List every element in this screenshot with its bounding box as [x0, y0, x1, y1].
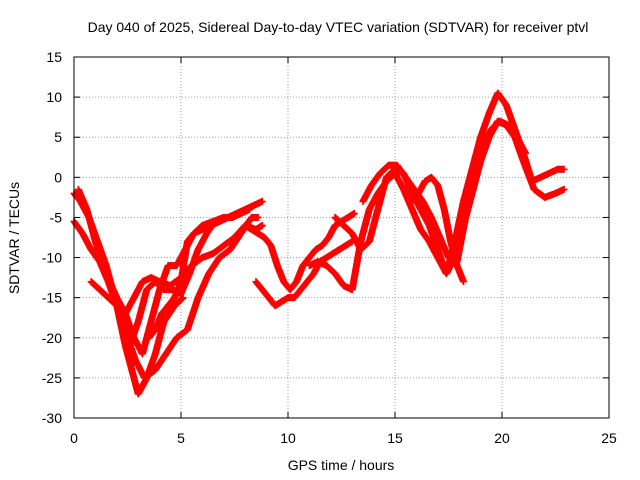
series-arc-l — [408, 173, 467, 286]
y-tick-label: -10 — [42, 250, 62, 266]
series-arc-h — [252, 238, 356, 310]
y-tick-label: -5 — [50, 209, 63, 225]
grid-lines — [74, 57, 609, 418]
data-points — [70, 89, 568, 398]
chart-title: Day 040 of 2025, Sidereal Day-to-day VTE… — [88, 19, 589, 35]
data-point — [459, 278, 467, 286]
x-tick-label: 20 — [494, 430, 510, 446]
x-tick-label: 10 — [280, 430, 296, 446]
x-axis-ticks: 0 5 10 15 20 25 — [70, 57, 617, 446]
y-axis-label: SDTVAR / TECUs — [6, 182, 22, 294]
data-point — [254, 213, 262, 221]
series-arc-g — [241, 209, 358, 294]
y-axis-ticks: -30 -25 -20 -15 -10 -5 0 5 10 15 — [42, 49, 609, 426]
x-tick-label: 15 — [387, 430, 403, 446]
y-tick-label: -25 — [42, 370, 62, 386]
data-point — [258, 197, 266, 205]
y-tick-label: -15 — [42, 290, 62, 306]
series-arc-f — [145, 197, 266, 342]
y-tick-label: 0 — [54, 169, 62, 185]
y-tick-label: 10 — [46, 89, 62, 105]
plot-frame — [73, 56, 610, 419]
x-tick-label: 5 — [177, 430, 185, 446]
data-point — [350, 209, 358, 217]
x-tick-label: 0 — [70, 430, 78, 446]
data-point — [560, 165, 568, 173]
data-point — [522, 149, 530, 157]
series-arc-k — [359, 117, 530, 266]
data-point — [179, 294, 187, 302]
y-tick-label: -20 — [42, 330, 62, 346]
y-tick-label: 5 — [54, 129, 62, 145]
x-axis-label: GPS time / hours — [288, 457, 395, 473]
data-point — [258, 221, 266, 229]
data-point — [560, 185, 568, 193]
series-arc-i — [305, 117, 568, 294]
y-tick-label: -30 — [42, 410, 62, 426]
y-tick-label: 15 — [46, 49, 62, 65]
series-arc-b — [70, 217, 187, 398]
x-tick-label: 25 — [601, 430, 617, 446]
